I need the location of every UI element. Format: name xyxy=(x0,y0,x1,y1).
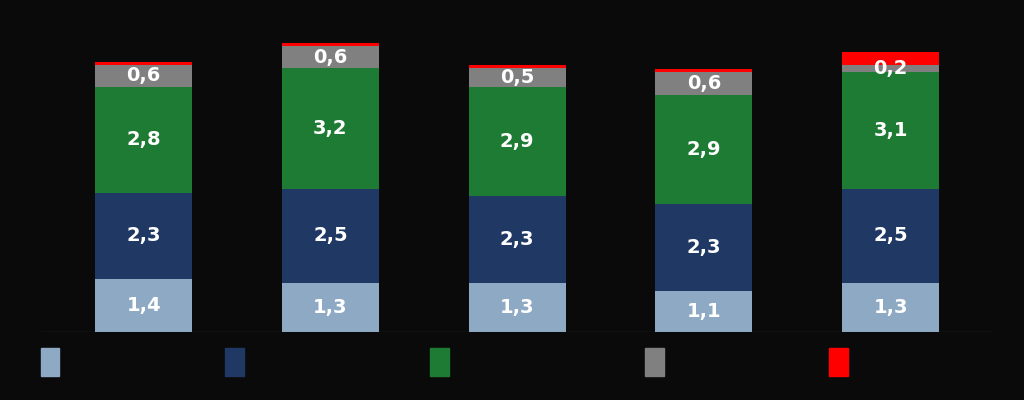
Text: 1,1: 1,1 xyxy=(686,302,721,321)
Bar xyxy=(95,87,193,193)
Bar xyxy=(95,65,193,87)
Text: 0,5: 0,5 xyxy=(500,68,535,87)
Bar xyxy=(842,189,939,283)
Text: 0,2: 0,2 xyxy=(873,59,907,78)
Bar xyxy=(842,52,939,65)
Bar xyxy=(655,95,753,204)
Text: 1,3: 1,3 xyxy=(313,298,347,317)
Text: 2,3: 2,3 xyxy=(126,226,161,246)
Bar xyxy=(469,87,565,196)
Bar xyxy=(282,283,379,332)
Text: 2,3: 2,3 xyxy=(500,230,535,249)
Bar xyxy=(282,189,379,283)
Bar xyxy=(469,196,565,283)
Bar xyxy=(469,283,565,332)
Bar xyxy=(95,62,193,65)
Text: 2,9: 2,9 xyxy=(687,140,721,159)
Text: 3,1: 3,1 xyxy=(873,121,908,140)
Text: 0,6: 0,6 xyxy=(313,48,347,67)
Bar xyxy=(95,193,193,279)
Text: 2,3: 2,3 xyxy=(687,238,721,257)
Bar xyxy=(469,66,565,68)
Bar xyxy=(655,290,753,332)
Bar xyxy=(655,69,753,72)
Text: 2,9: 2,9 xyxy=(500,132,535,151)
Bar xyxy=(842,283,939,332)
Bar xyxy=(842,65,939,72)
Bar xyxy=(95,279,193,332)
Bar xyxy=(282,46,379,68)
Bar xyxy=(842,72,939,189)
Text: 2,5: 2,5 xyxy=(873,226,908,246)
Bar xyxy=(282,43,379,46)
Text: 1,4: 1,4 xyxy=(126,296,161,315)
Bar xyxy=(655,72,753,95)
Text: 2,8: 2,8 xyxy=(126,130,161,150)
Text: 1,3: 1,3 xyxy=(873,298,908,317)
Bar xyxy=(469,68,565,87)
Text: 3,2: 3,2 xyxy=(313,119,347,138)
Text: 0,6: 0,6 xyxy=(127,66,161,86)
Text: 0,6: 0,6 xyxy=(687,74,721,93)
Text: 2,5: 2,5 xyxy=(313,226,348,246)
Bar xyxy=(282,68,379,189)
Bar xyxy=(655,204,753,290)
Text: 1,3: 1,3 xyxy=(500,298,535,317)
